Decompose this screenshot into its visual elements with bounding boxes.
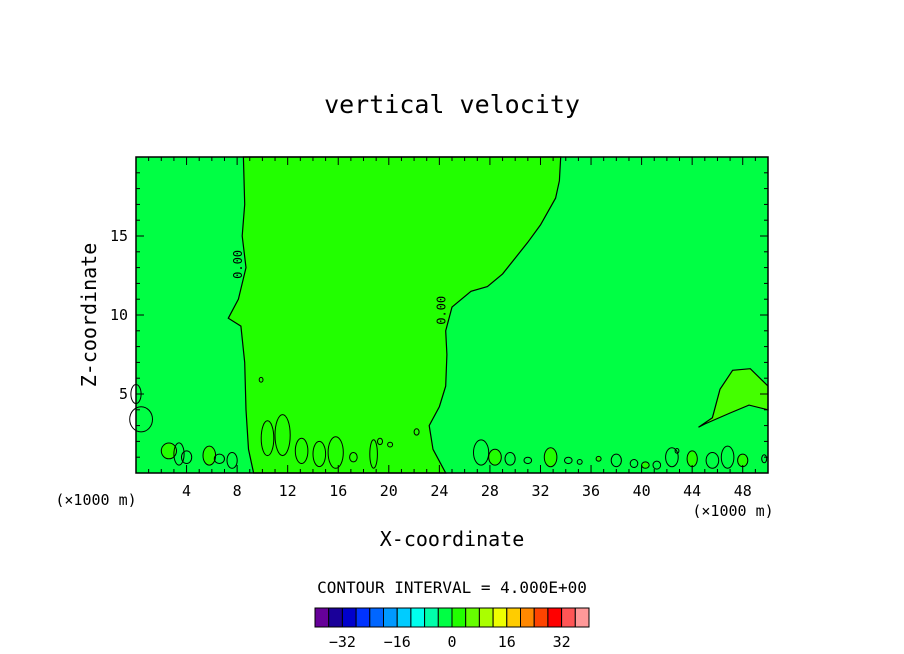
- small-contour-cells: [129, 376, 768, 470]
- contour-main-region: [227, 156, 562, 474]
- colorbar-tick-label: −32: [329, 633, 356, 651]
- small-contour-cell: [160, 442, 177, 460]
- colorbar: [314, 607, 590, 628]
- x-tick-label: 40: [633, 482, 651, 500]
- colorbar-swatch: [341, 607, 357, 628]
- x-axis-ticks: 4 8 12 16 20 24 28 32 36 40 44 48: [148, 157, 756, 500]
- contour-labels: 0.00 0.00: [231, 250, 449, 325]
- colorbar-swatch: [383, 607, 398, 628]
- x-tick-label: 48: [734, 482, 752, 500]
- colorbar-swatch: [410, 607, 426, 628]
- small-contour-cell: [274, 414, 291, 457]
- edge-contour-cell: [129, 406, 154, 433]
- small-contour-cell: [413, 428, 420, 436]
- small-contour-cell: [327, 436, 344, 469]
- contour-interval-label: CONTOUR INTERVAL = 4.000E+00: [317, 578, 587, 597]
- colorbar-tick-label: −16: [384, 633, 411, 651]
- colorbar-swatch: [547, 607, 563, 628]
- small-contour-cell: [258, 376, 264, 383]
- contour-right-patch: [698, 368, 769, 428]
- x-tick-label: 20: [380, 482, 398, 500]
- small-contour-cell: [652, 460, 662, 470]
- colorbar-swatch: [451, 607, 467, 628]
- small-contour-cell: [610, 453, 622, 468]
- x-tick-label: 44: [683, 482, 701, 500]
- colorbar-tick-label: 32: [553, 633, 571, 651]
- small-contour-cell: [260, 420, 275, 457]
- x-tick-label: 28: [481, 482, 499, 500]
- colorbar-swatch: [328, 607, 343, 628]
- small-contour-cell: [674, 448, 680, 454]
- colorbar-tick-labels: −32 −16 0 16 32: [329, 633, 571, 651]
- chart-title: vertical velocity: [324, 90, 580, 119]
- small-contour-cell: [387, 441, 394, 448]
- small-contour-cell: [761, 454, 768, 464]
- small-contour-cell: [576, 459, 583, 465]
- colorbar-tick-label: 16: [498, 633, 516, 651]
- small-contour-cell: [312, 440, 327, 468]
- contour-label: 0.00: [435, 296, 449, 325]
- x-tick-label: 4: [182, 482, 191, 500]
- small-contour-cell: [377, 437, 383, 446]
- x-tick-label: 32: [531, 482, 549, 500]
- colorbar-swatch: [492, 607, 508, 628]
- small-contour-cell: [473, 439, 490, 466]
- small-contour-cell: [737, 453, 749, 468]
- colorbar-swatch: [437, 607, 453, 628]
- small-contour-cell: [543, 447, 558, 468]
- small-contour-cell: [705, 452, 720, 469]
- contour-label: 0.00: [231, 250, 245, 279]
- small-contour-cell: [686, 450, 698, 468]
- small-contour-cell: [181, 450, 193, 465]
- colorbar-swatch: [574, 607, 590, 628]
- colorbar-swatch: [561, 607, 576, 628]
- small-contour-cell: [720, 445, 735, 469]
- small-contour-cell: [665, 447, 679, 468]
- x-unit-left: (×1000 m): [55, 491, 136, 509]
- x-unit-right: (×1000 m): [692, 502, 773, 520]
- colorbar-swatch: [314, 607, 330, 628]
- small-contour-cell: [349, 452, 358, 463]
- y-axis-ticks: 5 10 15: [110, 172, 768, 458]
- x-axis-label: X-coordinate: [380, 527, 525, 551]
- small-contour-cell: [523, 456, 533, 465]
- colorbar-swatch: [520, 607, 535, 628]
- colorbar-swatch: [355, 607, 371, 628]
- small-contour-cell: [294, 437, 309, 464]
- x-tick-label: 8: [233, 482, 242, 500]
- small-contour-cell: [504, 452, 516, 466]
- colorbar-swatch: [424, 607, 439, 628]
- y-tick-label: 15: [110, 227, 128, 245]
- small-contour-cell: [641, 461, 650, 469]
- colorbar-swatch: [506, 607, 521, 628]
- y-axis-label: Z-coordinate: [77, 243, 101, 388]
- colorbar-tick-label: 0: [447, 633, 456, 651]
- small-contour-cell: [629, 459, 639, 468]
- x-tick-label: 16: [329, 482, 347, 500]
- small-contour-cell: [369, 439, 378, 469]
- x-tick-label: 24: [430, 482, 448, 500]
- y-tick-label: 5: [119, 385, 128, 403]
- colorbar-swatch: [369, 607, 384, 628]
- small-contour-cell: [488, 448, 502, 466]
- colorbar-swatch: [465, 607, 480, 628]
- small-contour-cell: [202, 445, 217, 466]
- colorbar-swatch: [396, 607, 412, 628]
- x-tick-label: 12: [279, 482, 297, 500]
- x-tick-label: 36: [582, 482, 600, 500]
- small-contour-cell: [595, 455, 602, 462]
- colorbar-swatch: [478, 607, 494, 628]
- small-contour-cell: [564, 456, 573, 465]
- y-tick-label: 10: [110, 306, 128, 324]
- small-contour-cell: [213, 453, 225, 464]
- colorbar-swatch: [533, 607, 549, 628]
- small-contour-cell: [173, 442, 185, 466]
- small-contour-cell: [226, 452, 238, 469]
